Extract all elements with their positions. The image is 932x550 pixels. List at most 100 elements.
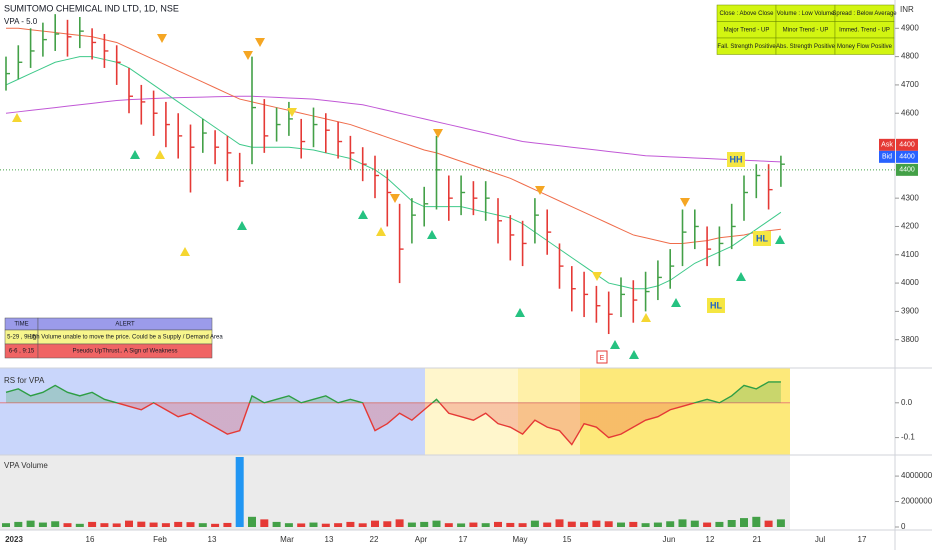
volume-bar (604, 521, 613, 527)
price-tag (879, 150, 895, 163)
signal-up (671, 298, 681, 307)
signal-up (12, 113, 22, 122)
y-tick-label: 4000 (901, 278, 919, 287)
volume-bar (161, 523, 170, 527)
signal-down (243, 51, 253, 60)
x-tick-label: 16 (86, 535, 95, 544)
x-tick-label: 22 (370, 535, 379, 544)
signal-up (629, 350, 639, 359)
y-tick-label: 4300 (901, 193, 919, 202)
x-tick-label: 17 (858, 535, 867, 544)
price-tag-value: 4400 (899, 167, 915, 174)
volume-bar (284, 523, 293, 527)
volume-bar (112, 523, 121, 527)
moving-average (5, 56, 782, 290)
volume-bar (88, 521, 97, 527)
signal-down (680, 198, 690, 207)
info-text: Money Flow Positive (837, 44, 893, 50)
alert-text: 6-6 , 9:15 (9, 349, 35, 355)
volume-bar (149, 522, 158, 527)
signal-up (610, 340, 620, 349)
volume-bar (444, 523, 453, 527)
volume-bar (420, 521, 429, 527)
indicator-label: VPA - 5.0 (4, 17, 38, 26)
annotation: HH (730, 154, 743, 164)
volume-bar (383, 521, 392, 527)
info-text: Abs. Strength Positive (776, 44, 836, 50)
plot (5, 14, 785, 359)
volume-bar (678, 519, 687, 527)
volume-background (0, 455, 790, 530)
signal-up (736, 272, 746, 281)
signal-down (592, 272, 602, 281)
alert-text: 5-29 , 9:15 (7, 335, 36, 341)
panel-title: VPA Volume (4, 461, 48, 470)
y-tick-label: 20000000 (901, 497, 932, 506)
signal-down (535, 186, 545, 195)
volume-bar (506, 522, 515, 527)
alert-text: High Volume unable to move the price. Co… (27, 335, 223, 341)
y-tick-label: 3800 (901, 335, 919, 344)
volume-bar (457, 523, 466, 527)
volume-bar (432, 520, 441, 527)
volume-bar (690, 520, 699, 527)
rs-line (5, 381, 781, 446)
volume-bar (592, 520, 601, 527)
price-tag (879, 138, 895, 151)
rs-area (6, 381, 781, 445)
volume-bar (727, 520, 736, 527)
signal-down (255, 38, 265, 47)
volume-bar (26, 520, 35, 527)
x-tick-label: 17 (459, 535, 468, 544)
alert-text: Pseudo UpThrust.. A Sign of Weakness (73, 349, 178, 355)
volume-bar (703, 522, 712, 527)
y-tick-label: 3900 (901, 306, 919, 315)
info-text: Spread : Below Average (832, 11, 897, 17)
volume-bar (297, 523, 306, 527)
y-tick-label: 4100 (901, 250, 919, 259)
x-tick-label: Apr (415, 535, 428, 544)
volume-bar (321, 523, 330, 527)
volume-bar (309, 522, 318, 527)
y-tick-label: 0.0 (901, 398, 913, 407)
volume-bar (186, 522, 195, 527)
volume-bar (764, 520, 773, 527)
x-tick-label: Feb (153, 535, 167, 544)
info-text: Close : Above Close (719, 11, 774, 17)
signal-up (376, 227, 386, 236)
y-tick-label: 4800 (901, 52, 919, 61)
y-tick-label: 4600 (901, 108, 919, 117)
alert-header: ALERT (115, 322, 135, 328)
volume-bar (567, 521, 576, 527)
volume-bar (481, 523, 490, 527)
price-tag-value: 4400 (899, 142, 915, 149)
alert-cell (37, 343, 213, 359)
annotation: HL (710, 300, 722, 310)
volume-bar (260, 519, 269, 527)
volume-bar (358, 523, 367, 527)
volume-bar (223, 522, 232, 527)
volume-bar (75, 523, 84, 527)
moving-average (5, 95, 781, 163)
volume-bar (174, 521, 183, 527)
volume-bar (518, 523, 527, 527)
signal-down (433, 129, 443, 138)
volume-bar (629, 521, 638, 527)
signal-up (775, 235, 785, 244)
annotation-box (707, 298, 725, 313)
volume-bar (666, 521, 675, 527)
annotation-box (753, 231, 771, 246)
volume-bar (653, 522, 662, 527)
volume-bar (235, 457, 244, 527)
moving-average (6, 27, 781, 244)
x-tick-label: Jul (815, 535, 825, 544)
signal-up (130, 150, 140, 159)
volume-bar (100, 523, 109, 527)
volume-bar (555, 519, 564, 527)
volume-bar (248, 516, 256, 527)
volume-bar (740, 518, 748, 527)
info-text: Fall. Strength Positive (717, 44, 776, 50)
price-tag-value: 4400 (899, 154, 915, 161)
volume-bar (51, 521, 60, 527)
